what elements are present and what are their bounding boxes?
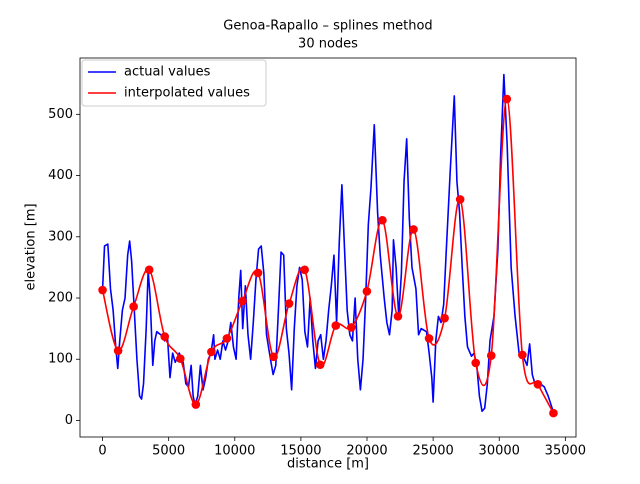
marker (362, 286, 372, 296)
marker (222, 334, 232, 343)
marker (440, 313, 449, 323)
marker (502, 94, 512, 104)
chart-subtitle: 30 nodes (298, 37, 358, 52)
legend-label: actual values (124, 65, 211, 80)
x-tick-label: 30000 (479, 444, 520, 459)
marker (129, 302, 138, 311)
marker (409, 225, 418, 234)
marker (315, 360, 325, 370)
marker (378, 215, 387, 225)
plot-frame (79, 57, 577, 438)
x-tick-label: 25000 (412, 444, 453, 459)
marker (347, 323, 356, 332)
x-tick-label: 35000 (545, 444, 586, 459)
line (101, 73, 555, 414)
marker (191, 400, 201, 409)
marker (393, 312, 403, 321)
marker (455, 195, 465, 204)
marker (113, 346, 123, 355)
x-tick-label: 10000 (214, 444, 255, 459)
legend-box (81, 59, 267, 107)
marker (533, 380, 543, 389)
x-tick-label: 20000 (346, 444, 387, 459)
marker (175, 354, 185, 363)
marker (160, 332, 170, 341)
y-axis-label: elevation [m] (24, 203, 39, 290)
marker (471, 358, 481, 368)
marker (207, 347, 216, 357)
marker (284, 299, 294, 308)
y-tick-label: 500 (48, 107, 73, 122)
marker (144, 265, 154, 275)
marker (424, 334, 434, 343)
marker (486, 351, 496, 360)
chart-title: Genoa-Rapallo – splines method (223, 19, 432, 34)
x-axis-label: distance [m] (287, 457, 369, 472)
x-tick-label: 15000 (280, 444, 321, 459)
y-tick-label: 200 (48, 291, 73, 306)
y-tick-label: 400 (48, 168, 73, 183)
legend-label: interpolated values (124, 86, 250, 101)
y-tick-label: 0 (65, 413, 73, 428)
marker (238, 296, 247, 306)
marker (331, 321, 341, 330)
x-tick-label: 0 (98, 444, 106, 459)
marker (518, 350, 527, 360)
x-tick-label: 5000 (152, 444, 185, 459)
marker (549, 408, 558, 418)
marker (253, 268, 263, 278)
y-tick-label: 300 (48, 229, 73, 244)
y-tick-label: 100 (48, 352, 73, 367)
line (101, 98, 555, 414)
marker (269, 352, 278, 362)
marker (300, 265, 309, 275)
marker (98, 285, 107, 295)
legend: actual values interpolated values (81, 59, 267, 107)
